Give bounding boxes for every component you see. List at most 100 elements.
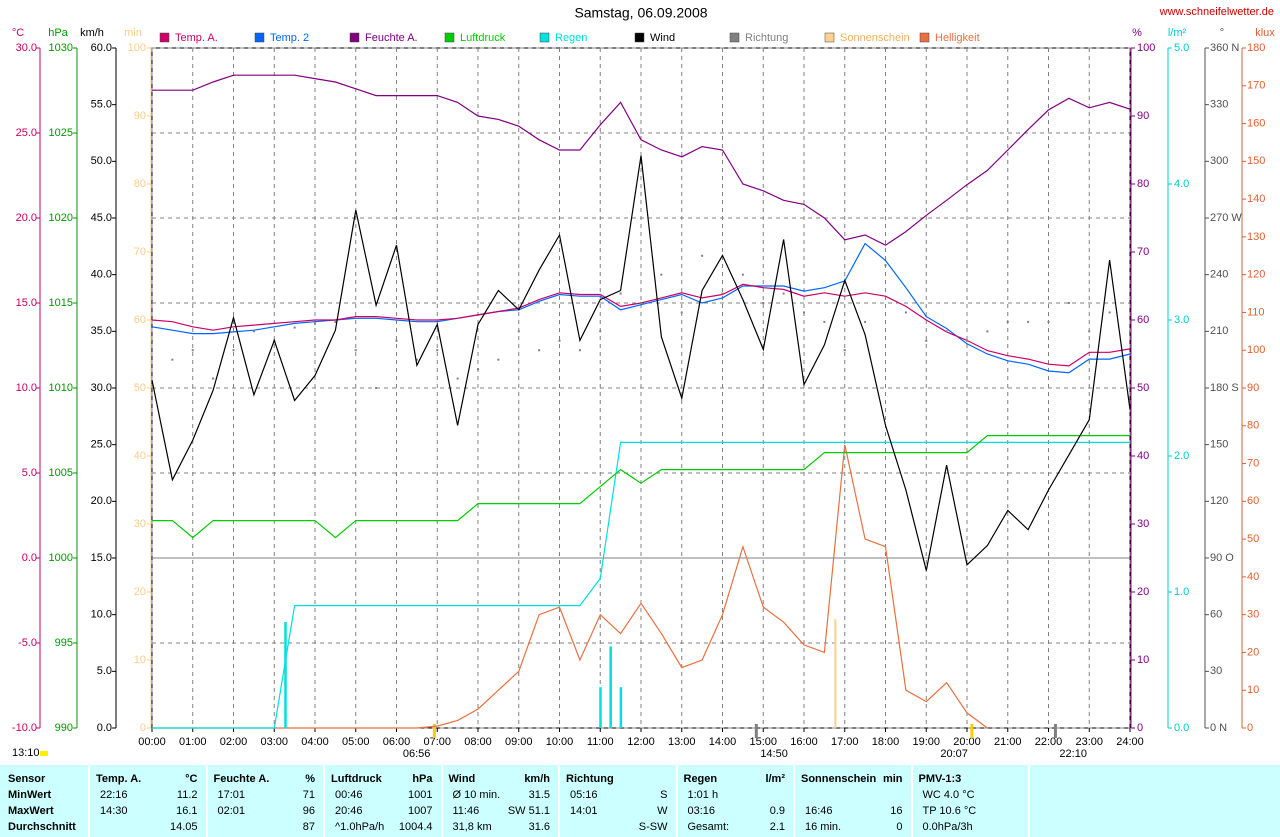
y-tick-label: 30.0 <box>91 382 112 394</box>
source: www.schneifelwetter.de <box>1159 6 1274 18</box>
axis-title: klux <box>1255 27 1275 39</box>
x-tick-label: 19:00 <box>912 736 940 748</box>
x-tick-label: 00:00 <box>138 736 166 748</box>
cell-left: 16 min. <box>805 821 842 833</box>
event-label: 06:56 <box>403 748 431 760</box>
cell-right: S <box>660 789 668 801</box>
legend-swatch <box>159 32 170 43</box>
legend-label: Feuchte A. <box>365 32 418 44</box>
event-marker <box>432 724 436 738</box>
y-tick-label: 35.0 <box>91 325 112 337</box>
y-tick-label: 60 <box>134 314 146 326</box>
x-tick-label: 24:00 <box>1116 736 1144 748</box>
legend-label: Helligkeit <box>935 32 980 44</box>
event-label: 14:50 <box>760 748 788 760</box>
y-tick-label: 60 <box>1247 495 1259 507</box>
legend-swatch <box>919 32 930 43</box>
x-tick-label: 07:00 <box>423 736 451 748</box>
legend-swatch <box>539 32 550 43</box>
direction-dot <box>680 311 683 314</box>
y-tick-label: 1000 <box>49 552 73 564</box>
direction-dot <box>252 330 255 333</box>
cell-right: 31.6 <box>528 821 550 833</box>
direction-dot <box>884 264 887 267</box>
cell-right: 71 <box>302 789 315 801</box>
y-tick-label: 360 N <box>1210 42 1239 54</box>
y-tick-label: 3.0 <box>1174 314 1189 326</box>
direction-dot <box>212 377 215 380</box>
x-tick-label: 05:00 <box>342 736 370 748</box>
y-tick-label: 130 <box>1247 231 1265 243</box>
x-tick-label: 08:00 <box>464 736 492 748</box>
cell-left: ^1.0hPa/h <box>335 821 385 833</box>
table-header: Sensor <box>8 773 46 785</box>
y-tick-label: 10 <box>1247 684 1259 696</box>
direction-dot <box>558 339 561 342</box>
cell-left: TP 10.6 °C <box>922 805 977 817</box>
y-tick-label: 110 <box>1247 306 1265 318</box>
direction-dot <box>1129 330 1131 333</box>
legend-label: Temp. A. <box>175 32 218 44</box>
y-tick-label: 170 <box>1247 80 1265 92</box>
x-tick-label: 15:00 <box>749 736 777 748</box>
legend-swatch <box>729 32 740 43</box>
y-tick-label: 80 <box>1247 420 1259 432</box>
cell-left: 22:16 <box>100 789 128 801</box>
y-tick-label: 30 <box>1137 518 1149 530</box>
direction-dot <box>232 349 235 352</box>
direction-dot <box>477 368 479 371</box>
direction-dot <box>986 330 989 333</box>
x-tick-label: 18:00 <box>872 736 900 748</box>
rain-bar <box>599 687 602 728</box>
event-marker <box>1053 724 1057 738</box>
y-tick-label: 60 <box>1137 314 1149 326</box>
series-line <box>152 74 1131 246</box>
table-column: Sensor MinWert MaxWert Durchschnitt <box>0 765 90 837</box>
cell-left: 17:01 <box>217 789 246 801</box>
cell-left: 14:30 <box>100 805 128 817</box>
y-tick-label: 70 <box>1137 246 1149 258</box>
direction-dot <box>823 320 826 323</box>
cell-right: 16 <box>890 805 903 817</box>
column-unit: km/h <box>524 773 550 785</box>
y-tick-label: 995 <box>55 637 73 649</box>
direction-dot <box>578 349 581 352</box>
cell-left: 05:16 <box>570 789 598 801</box>
x-tick-label: 03:00 <box>260 736 288 748</box>
y-tick-label: 0.0 <box>97 722 112 734</box>
column-unit: % <box>305 773 315 785</box>
daylength: 13:10 <box>12 747 40 759</box>
cell-right: 87 <box>302 821 315 833</box>
legend-label: Sonnenschein <box>840 32 910 44</box>
y-tick-label: 1025 <box>49 127 73 139</box>
y-tick-label: 0 <box>1247 722 1253 734</box>
x-tick-label: 04:00 <box>301 736 329 748</box>
column-unit: l/m² <box>765 773 785 785</box>
y-tick-label: 20 <box>1137 586 1149 598</box>
y-tick-label: 240 <box>1210 269 1228 281</box>
cell-right: 96 <box>302 805 315 817</box>
y-tick-label: 40 <box>1247 571 1259 583</box>
chart: Samstag, 06.09.2008 www.schneifelwetter.… <box>12 5 1275 760</box>
y-tick-label: 40.0 <box>91 269 112 281</box>
y-tick-label: 100 <box>1247 344 1265 356</box>
cell-left: Ø 10 min. <box>452 789 501 801</box>
x-tick-label: 10:00 <box>546 736 574 748</box>
cell-right: S-SW <box>638 821 668 833</box>
direction-dot <box>191 349 194 352</box>
direction-dot <box>1047 320 1050 323</box>
direction-dot <box>1108 311 1111 314</box>
cell-left: 20:46 <box>335 805 363 817</box>
column-header: Richtung <box>566 773 614 785</box>
y-tick-label: 0 <box>1137 722 1143 734</box>
x-tick-label: 06:00 <box>383 736 411 748</box>
table-column: Richtung 05:16 S 14:01 W S-SW <box>560 765 678 837</box>
direction-dot <box>395 339 398 342</box>
direction-dot <box>497 358 500 361</box>
direction-dot <box>721 292 724 295</box>
y-tick-label: 270 W <box>1210 212 1242 224</box>
cell-right: SW 51.1 <box>507 805 550 817</box>
y-tick-label: 0.0 <box>1174 722 1189 734</box>
x-tick-label: 17:00 <box>831 736 859 748</box>
legend-swatch <box>349 32 360 43</box>
